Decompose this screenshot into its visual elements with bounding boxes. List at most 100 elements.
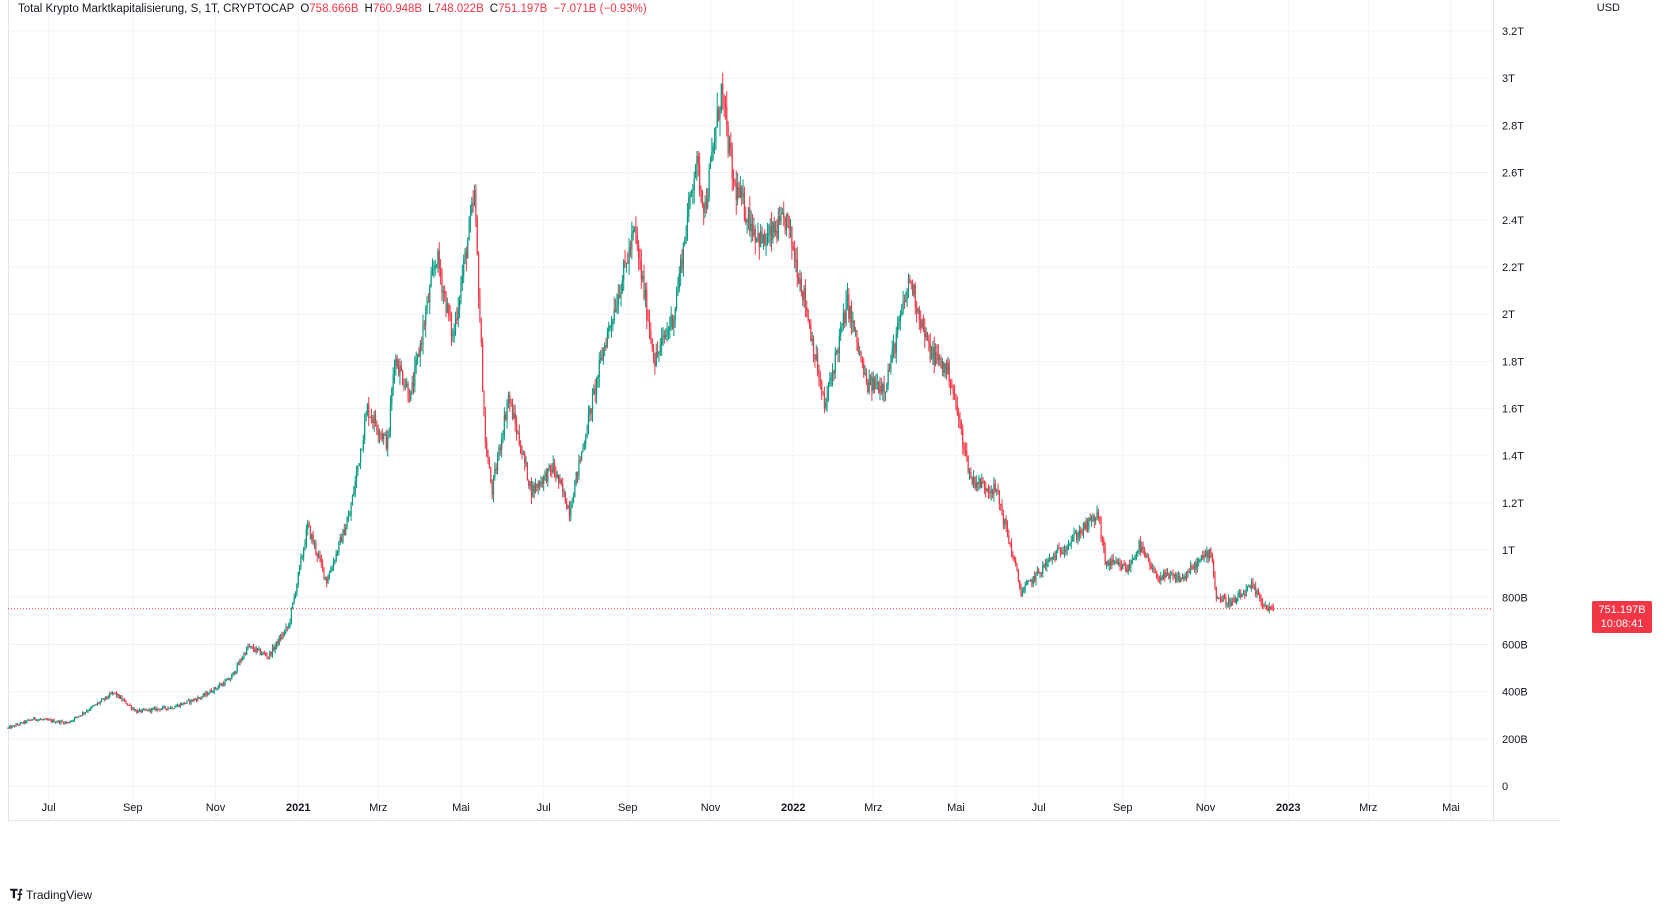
candle (563, 488, 565, 498)
y-tick-label: 0 (1502, 781, 1508, 793)
candle (558, 474, 560, 489)
time-axis[interactable]: Jul Sep Nov 2021 Mrz Mai Jul Sep Nov 2022 Mrz Mai Ju… (42, 802, 1460, 814)
candle (711, 137, 713, 163)
candle (1120, 560, 1123, 572)
candle (762, 233, 764, 250)
candle (1187, 569, 1189, 579)
candle (494, 462, 496, 481)
candle (190, 698, 192, 705)
candle (490, 466, 492, 484)
candle (419, 340, 421, 367)
candle (1103, 536, 1105, 554)
candle (56, 720, 58, 724)
candle (427, 292, 430, 303)
candle (888, 363, 891, 373)
candle (354, 475, 356, 498)
candle (102, 697, 104, 700)
candle (657, 341, 659, 358)
candle (1141, 541, 1143, 553)
candle (171, 706, 173, 710)
candle (895, 326, 897, 364)
candle (871, 371, 873, 401)
candle (798, 272, 800, 285)
candle (1176, 572, 1178, 583)
candle (312, 530, 314, 546)
candle (384, 431, 386, 436)
candle (917, 307, 919, 314)
candle (547, 467, 549, 487)
candle (275, 641, 278, 650)
candle (231, 673, 233, 680)
candle (1004, 518, 1006, 530)
price-axis[interactable]: 0 200B 400B 600B 800B 1T 1.2T 1.4T 1.6T 1.8T 2T 2.2… (1502, 26, 1528, 793)
candle (269, 650, 271, 660)
candle (803, 284, 805, 308)
candle (488, 456, 491, 469)
y-tick-label: 200B (1502, 734, 1528, 746)
candle (776, 219, 778, 244)
candle (947, 356, 949, 375)
candle (530, 477, 533, 505)
candle (1234, 595, 1236, 604)
currency-label[interactable]: USD (1596, 2, 1620, 14)
candle (1191, 563, 1193, 571)
candle (361, 448, 363, 451)
candle (1227, 594, 1230, 608)
candle (1252, 578, 1254, 589)
candle (235, 670, 237, 675)
candle (595, 376, 598, 405)
candle (524, 451, 526, 471)
candle (195, 698, 198, 703)
candle (155, 706, 157, 712)
candle (1236, 597, 1238, 605)
candle (846, 282, 849, 311)
candle (1229, 597, 1231, 610)
candle (910, 280, 912, 290)
candle (1226, 602, 1228, 608)
candle (1019, 579, 1021, 590)
candle (343, 523, 345, 536)
candle (1255, 581, 1257, 598)
candle (44, 718, 46, 721)
candle (827, 382, 830, 402)
candle (883, 375, 885, 403)
candle (60, 719, 62, 725)
candle (350, 501, 352, 521)
candle (867, 378, 869, 394)
candle (50, 718, 52, 723)
candle (374, 409, 377, 427)
candle (1002, 509, 1005, 530)
candle (496, 451, 499, 475)
candle (345, 523, 347, 536)
candle (144, 708, 146, 711)
candle (213, 686, 215, 695)
candle (1156, 570, 1158, 580)
candle (918, 305, 920, 330)
candle (1090, 514, 1093, 527)
tradingview-brand[interactable]: 𝐓⨍ TradingView (10, 887, 92, 902)
candle (537, 480, 539, 495)
candle (726, 91, 728, 137)
candle (651, 338, 653, 353)
candle (1021, 587, 1024, 597)
candle (517, 429, 519, 435)
candle (576, 471, 579, 484)
candle (985, 481, 987, 498)
y-tick-label: 3.2T (1502, 26, 1524, 38)
candle (924, 318, 926, 349)
candle (360, 447, 362, 470)
symbol-label[interactable]: Total Krypto Marktkapitalisierung, S, 1T… (18, 3, 295, 15)
candle (174, 705, 176, 709)
candle (921, 318, 923, 330)
candle (464, 248, 466, 265)
candle (239, 658, 241, 666)
candle (515, 415, 518, 441)
candle (1221, 596, 1223, 603)
candle (252, 643, 255, 652)
candle (364, 413, 366, 445)
candle (654, 352, 656, 375)
candle (745, 206, 747, 226)
candle (107, 695, 109, 700)
candle (201, 695, 203, 700)
